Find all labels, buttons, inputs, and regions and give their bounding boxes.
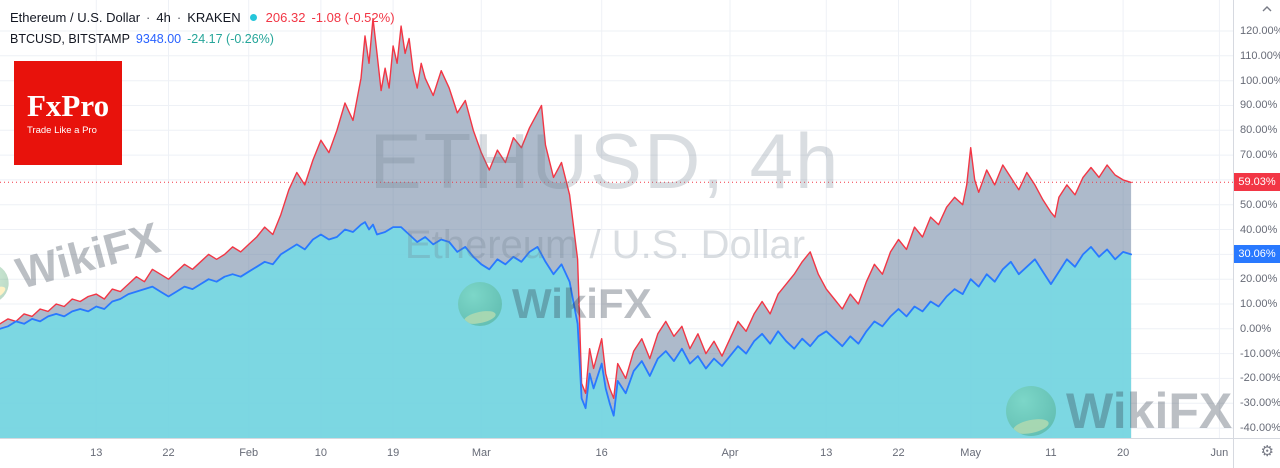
y-axis-label: 40.00% [1240, 223, 1278, 236]
last-price: 206.32 [265, 10, 306, 25]
x-axis-label: 22 [892, 447, 905, 459]
x-axis-label: 16 [595, 447, 608, 459]
separator: · [176, 10, 182, 25]
y-axis-label: 100.00% [1240, 74, 1280, 87]
price-change: -1.08 (-0.52%) [311, 10, 395, 25]
eth-price-tag: 59.03% [1234, 173, 1280, 192]
compare-change: -24.17 (-0.26%) [187, 31, 274, 46]
chevron-up-icon[interactable] [1261, 5, 1273, 13]
interval-label[interactable]: 4h [156, 10, 171, 25]
symbol-title[interactable]: Ethereum / U.S. Dollar [10, 10, 141, 25]
y-axis-label: 10.00% [1240, 297, 1278, 310]
fxpro-logo-name: FxPro [27, 87, 110, 123]
y-axis-label: 80.00% [1240, 124, 1278, 137]
x-axis-label: Mar [471, 447, 491, 459]
y-axis-label: -20.00% [1240, 372, 1280, 385]
fxpro-logo: FxPro Trade Like a Pro [14, 61, 122, 165]
x-axis-label: 22 [162, 447, 175, 459]
y-axis-label: -10.00% [1240, 347, 1280, 360]
y-axis-label: 70.00% [1240, 149, 1278, 162]
series-marker-dot [249, 14, 257, 21]
separator: · [146, 10, 151, 25]
legend-compare-row: BTCUSD, BITSTAMP 9348.00 -24.17 (-0.26%) [10, 28, 395, 49]
compare-price: 9348.00 [135, 31, 182, 46]
x-axis-label: 19 [386, 447, 400, 459]
settings-gear-icon[interactable]: ⚙ [1260, 443, 1274, 460]
x-axis-label: 13 [820, 447, 833, 459]
x-axis-label: 13 [90, 447, 103, 459]
x-axis-label: May [960, 447, 982, 459]
y-axis-label: -40.00% [1240, 422, 1280, 435]
x-axis-label: Apr [721, 447, 739, 459]
axis-corner: ⚙ [1233, 438, 1280, 468]
y-axis-label: 0.00% [1240, 322, 1272, 335]
y-axis-label: 90.00% [1240, 99, 1278, 112]
time-axis[interactable]: 13 22 Feb 10 19 Mar 16 Apr 13 22 May 11 20 Jun [0, 438, 1233, 468]
compare-symbol[interactable]: BTCUSD, BITSTAMP [10, 31, 130, 46]
price-chart-canvas[interactable] [0, 0, 1233, 438]
y-axis-label: 120.00% [1240, 25, 1280, 38]
y-axis-label: -30.00% [1240, 397, 1280, 410]
chart-pane[interactable]: ETHUSD, 4h Ethereum / U.S. Dollar Ethere… [0, 0, 1233, 438]
fxpro-logo-tagline: Trade Like a Pro [27, 125, 97, 137]
y-axis-label: 20.00% [1240, 273, 1278, 286]
y-axis-label: 110.00% [1240, 49, 1280, 62]
legend-symbol-row: Ethereum / U.S. Dollar · 4h · KRAKEN 206… [10, 7, 395, 28]
btc-price-tag: 30.06% [1234, 245, 1280, 264]
legend: Ethereum / U.S. Dollar · 4h · KRAKEN 206… [10, 7, 395, 49]
x-axis-label: 20 [1116, 447, 1130, 459]
price-axis[interactable]: 59.03% 30.06% 120.00% 110.00% 100.00% 90.00… [1233, 0, 1280, 438]
y-axis-label: 50.00% [1240, 198, 1278, 211]
x-axis-label: 10 [314, 447, 327, 459]
x-axis-label: Jun [1210, 447, 1229, 459]
x-axis-label: Feb [239, 447, 259, 459]
x-axis-label: 11 [1045, 447, 1057, 459]
exchange-label[interactable]: KRAKEN [187, 10, 241, 25]
